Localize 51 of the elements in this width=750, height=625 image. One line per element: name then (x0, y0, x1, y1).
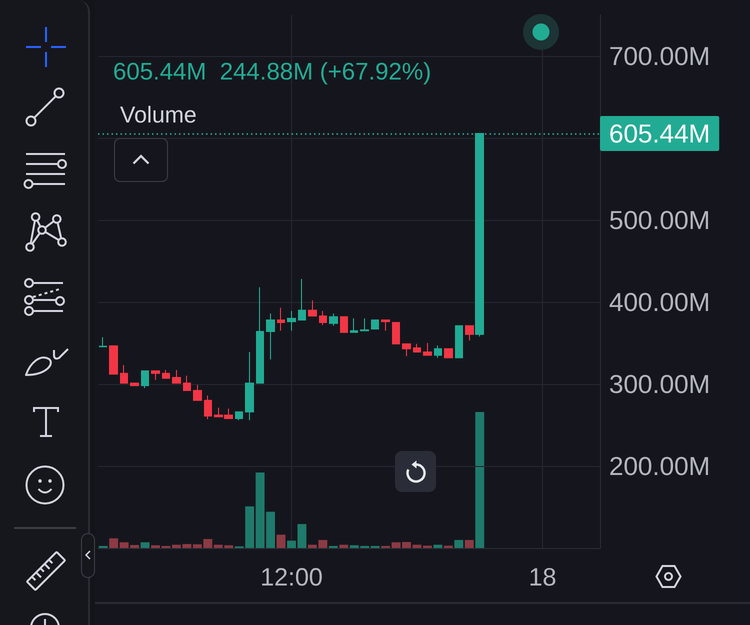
bar (475, 412, 484, 548)
bar (339, 544, 348, 548)
candlestick (423, 342, 432, 356)
candlestick (162, 370, 170, 379)
x-tick-label: 18 (528, 564, 556, 592)
candlestick (444, 348, 453, 358)
candlestick (130, 382, 139, 386)
candlestick (434, 344, 442, 358)
candlestick (287, 310, 296, 332)
candlestick (413, 343, 421, 353)
candlestick (141, 370, 149, 389)
candlestick (381, 320, 390, 332)
y-tick-label: 700.00M (609, 41, 710, 71)
candlestick (350, 318, 358, 333)
bar (276, 534, 286, 548)
candlestick (120, 364, 128, 384)
annotation: 605.44M 244.88M (+67.92%) (113, 58, 432, 86)
ref-line-label: 605.44M (609, 118, 710, 149)
candlestick (266, 312, 275, 360)
candlestick (256, 286, 264, 384)
candlestick (402, 343, 411, 357)
y-tick-label: 400.00M (609, 287, 710, 317)
candlestick (329, 312, 338, 326)
candlestick (371, 320, 379, 330)
candlestick (298, 278, 306, 321)
chart-title: Volume (120, 102, 197, 128)
y-tick-label: 300.00M (609, 369, 710, 399)
candlestick (465, 325, 474, 342)
candlestick (235, 411, 243, 421)
bar (454, 540, 464, 548)
candlestick (319, 310, 327, 326)
candlestick (277, 307, 285, 332)
candlestick (99, 336, 107, 348)
candlestick (455, 325, 463, 358)
candlestick (172, 370, 181, 384)
y-tick-label: 200.00M (609, 451, 710, 481)
candlestick (360, 318, 369, 332)
bar (464, 540, 474, 548)
candlestick (392, 322, 400, 344)
bar (140, 542, 150, 548)
candlestick (245, 352, 254, 421)
candlestick (109, 345, 118, 375)
candlestick (308, 300, 317, 316)
candlestick (151, 370, 160, 380)
candlestick (340, 316, 348, 333)
candlestick (204, 394, 212, 420)
candlestick (193, 384, 202, 401)
x-tick-label: 12:00 (260, 564, 323, 592)
bar (433, 544, 442, 548)
y-tick-label: 500.00M (609, 205, 710, 235)
candlestick (183, 375, 191, 392)
